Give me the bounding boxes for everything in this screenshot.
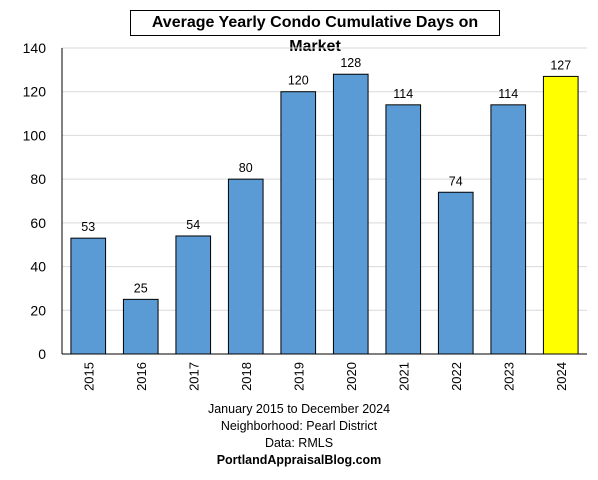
data-label-2020: 128 [340, 56, 361, 70]
bar-2022 [437, 191, 474, 355]
bar-2024 [542, 75, 579, 355]
bar-chart: 53 25 54 80 120 128 114 74 114 127 0 20 40 60 80 100 12… [23, 40, 587, 391]
bar-2019 [280, 91, 317, 355]
bars [70, 73, 579, 355]
x-tick-label-2018: 2018 [239, 362, 254, 391]
x-tick-label-2015: 2015 [81, 362, 96, 391]
y-tick-label: 140 [23, 40, 47, 56]
data-label-2016: 25 [134, 281, 148, 295]
data-label-2015: 53 [81, 220, 95, 234]
x-tick-label-2016: 2016 [134, 362, 149, 391]
x-tick-label-2019: 2019 [291, 362, 306, 391]
y-tick-label: 80 [30, 171, 46, 187]
y-tick-label: 120 [23, 84, 47, 100]
bar-2023 [490, 104, 527, 355]
y-tick-labels: 0 20 40 60 80 100 120 140 [23, 40, 47, 362]
bar-2017 [175, 235, 212, 355]
x-tick-labels: 2015 2016 2017 2018 2019 2020 2021 2022 2023 2024 [81, 362, 569, 391]
bar-2021 [385, 104, 422, 355]
x-tick-label-2020: 2020 [344, 362, 359, 391]
y-tick-label: 40 [30, 259, 46, 275]
x-tick-label-2022: 2022 [449, 362, 464, 391]
y-tick-label: 0 [38, 346, 46, 362]
website-credit: PortlandAppraisalBlog.com [216, 453, 382, 467]
y-tick-label: 20 [30, 302, 46, 318]
x-tick-label-2021: 2021 [396, 362, 411, 391]
bar-2016 [122, 298, 159, 355]
bar-2018 [227, 178, 264, 355]
data-label-2023: 114 [498, 87, 518, 101]
data-label-2021: 114 [393, 87, 413, 101]
bar-2015 [70, 237, 107, 355]
data-label-2024: 127 [550, 58, 571, 72]
data-label-2018: 80 [239, 161, 253, 175]
x-tick-label-2017: 2017 [186, 362, 201, 391]
x-tick-label-2023: 2023 [501, 362, 516, 391]
y-tick-label: 60 [30, 215, 46, 231]
chart-title: Average Yearly Condo Cumulative Days on … [130, 10, 500, 55]
data-label-2022: 74 [449, 174, 463, 188]
data-label-2017: 54 [186, 218, 200, 232]
date-range-text: January 2015 to December 2024 [207, 402, 391, 416]
y-tick-label: 100 [23, 127, 47, 143]
data-labels: 53 25 54 80 120 128 114 74 114 127 [81, 56, 571, 295]
x-tick-label-2024: 2024 [554, 362, 569, 391]
neighborhood-text: Neighborhood: Pearl District [220, 419, 378, 433]
data-label-2019: 120 [288, 74, 309, 88]
data-source-text: Data: RMLS [264, 436, 334, 450]
bar-2020 [332, 73, 369, 355]
